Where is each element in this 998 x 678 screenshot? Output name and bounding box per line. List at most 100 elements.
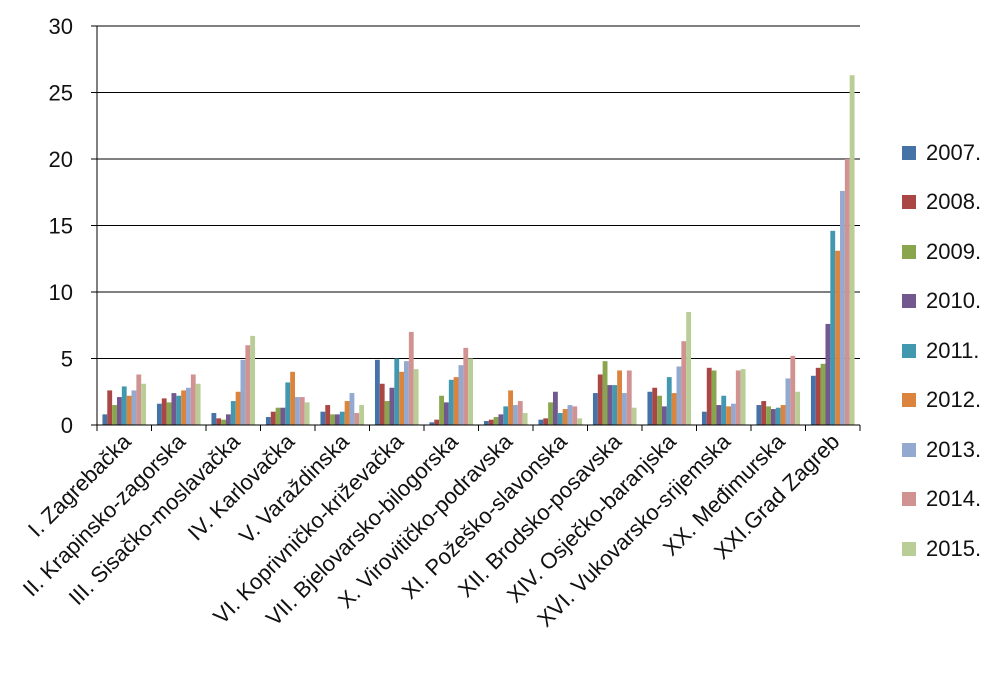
legend-item: 2014.	[902, 475, 981, 525]
bar-2015-6	[468, 358, 474, 425]
bar-2010-7	[498, 414, 504, 425]
bar-2009-12	[766, 406, 771, 425]
bar-2008-0	[107, 390, 113, 425]
bar-2007-3	[265, 417, 271, 425]
bar-2008-8	[543, 418, 549, 425]
legend-label: 2009.	[926, 238, 982, 264]
bar-2010-4	[334, 414, 340, 425]
bar-2014-7	[517, 401, 523, 425]
bar-2007-8	[538, 419, 544, 425]
bar-2010-13	[825, 323, 831, 425]
bar-2008-13	[815, 367, 821, 425]
bar-2013-11	[731, 403, 736, 425]
bar-2012-0	[126, 395, 132, 425]
legend-swatch	[902, 492, 916, 507]
bar-2010-5	[389, 387, 395, 425]
legend-swatch	[902, 541, 916, 556]
bar-2013-9	[622, 393, 627, 425]
legend-swatch	[902, 343, 916, 358]
bar-2014-2	[245, 345, 251, 425]
bar-2009-10	[657, 395, 662, 425]
bar-2013-0	[131, 390, 137, 425]
bar-2011-5	[394, 358, 400, 425]
bar-2013-2	[240, 359, 246, 425]
bar-2013-6	[458, 365, 464, 425]
bar-2010-9	[607, 385, 613, 425]
legend-label: 2014.	[926, 486, 982, 512]
legend-item: 2007.	[902, 128, 981, 178]
bar-2014-5	[408, 331, 414, 425]
bar-2013-7	[513, 405, 518, 425]
bar-2011-1	[176, 395, 182, 425]
legend-swatch	[902, 195, 916, 210]
bar-2007-4	[320, 411, 326, 425]
y-tick-label: 20	[49, 147, 73, 172]
legend-label: 2012.	[926, 387, 982, 413]
legend-label: 2013.	[926, 436, 982, 462]
bar-2007-9	[592, 393, 598, 425]
legend-label: 2007.	[926, 139, 982, 165]
bar-2011-4	[339, 411, 345, 425]
legend-swatch	[902, 393, 916, 408]
bar-2015-2	[250, 335, 256, 425]
bar-2014-0	[136, 374, 142, 425]
axes	[91, 25, 861, 431]
bar-2015-1	[195, 383, 201, 425]
bar-2013-8	[567, 405, 573, 425]
bar-2009-7	[493, 417, 499, 425]
legend-label: 2010.	[926, 288, 982, 314]
bar-2009-3	[275, 407, 281, 425]
legend-label: 2008.	[926, 189, 982, 215]
bar-2011-3	[285, 382, 291, 425]
bar-2010-11	[716, 405, 722, 425]
bar-2008-9	[597, 374, 603, 425]
bar-2011-0	[121, 386, 127, 425]
bar-2009-4	[330, 414, 335, 425]
legend-item: 2011.	[902, 326, 981, 376]
bar-2012-11	[726, 406, 732, 425]
bar-2012-2	[235, 391, 241, 425]
legend-item: 2010.	[902, 277, 981, 327]
bar-2008-10	[652, 387, 658, 425]
legend: 2007. 2008. 2009. 2010. 2011. 2012. 2013. 2014.…	[902, 128, 981, 574]
bar-2014-4	[354, 413, 360, 425]
bar-2009-0	[112, 405, 117, 425]
bar-2012-6	[453, 377, 459, 425]
y-tick-label: 5	[61, 347, 73, 372]
bar-2012-12	[780, 405, 786, 425]
bar-2011-2	[230, 401, 236, 425]
bar-2007-10	[647, 391, 653, 425]
bar-2010-3	[280, 407, 286, 425]
bar-2011-6	[448, 379, 454, 425]
bar-2013-1	[186, 387, 191, 425]
bar-2012-13	[835, 250, 841, 425]
bar-2009-2	[221, 419, 226, 425]
bar-2012-8	[562, 409, 568, 425]
bar-2010-8	[552, 391, 558, 425]
bar-2011-9	[612, 385, 618, 425]
bar-2015-9	[631, 407, 637, 425]
bar-2015-7	[522, 413, 528, 425]
bar-2007-6	[429, 422, 435, 425]
bar-2013-13	[840, 190, 845, 425]
bar-2012-3	[290, 371, 296, 425]
bar-2015-8	[577, 418, 583, 425]
bar-2009-13	[820, 363, 826, 425]
bar-2010-10	[661, 406, 667, 425]
bar-2007-7	[483, 421, 489, 425]
bar-2011-13	[830, 230, 836, 425]
bar-2011-11	[721, 395, 727, 425]
bar-2015-12	[795, 391, 801, 425]
bar-2014-3	[299, 397, 305, 425]
bar-2010-0	[116, 397, 122, 425]
bar-2015-10	[686, 311, 692, 425]
bar-2008-5	[379, 383, 385, 425]
y-tick-label: 25	[49, 81, 73, 106]
bar-2007-1	[156, 403, 162, 425]
bar-2012-1	[181, 390, 187, 425]
bar-2010-1	[171, 393, 177, 425]
y-tick-label: 0	[61, 413, 73, 438]
bar-2014-11	[735, 370, 741, 425]
